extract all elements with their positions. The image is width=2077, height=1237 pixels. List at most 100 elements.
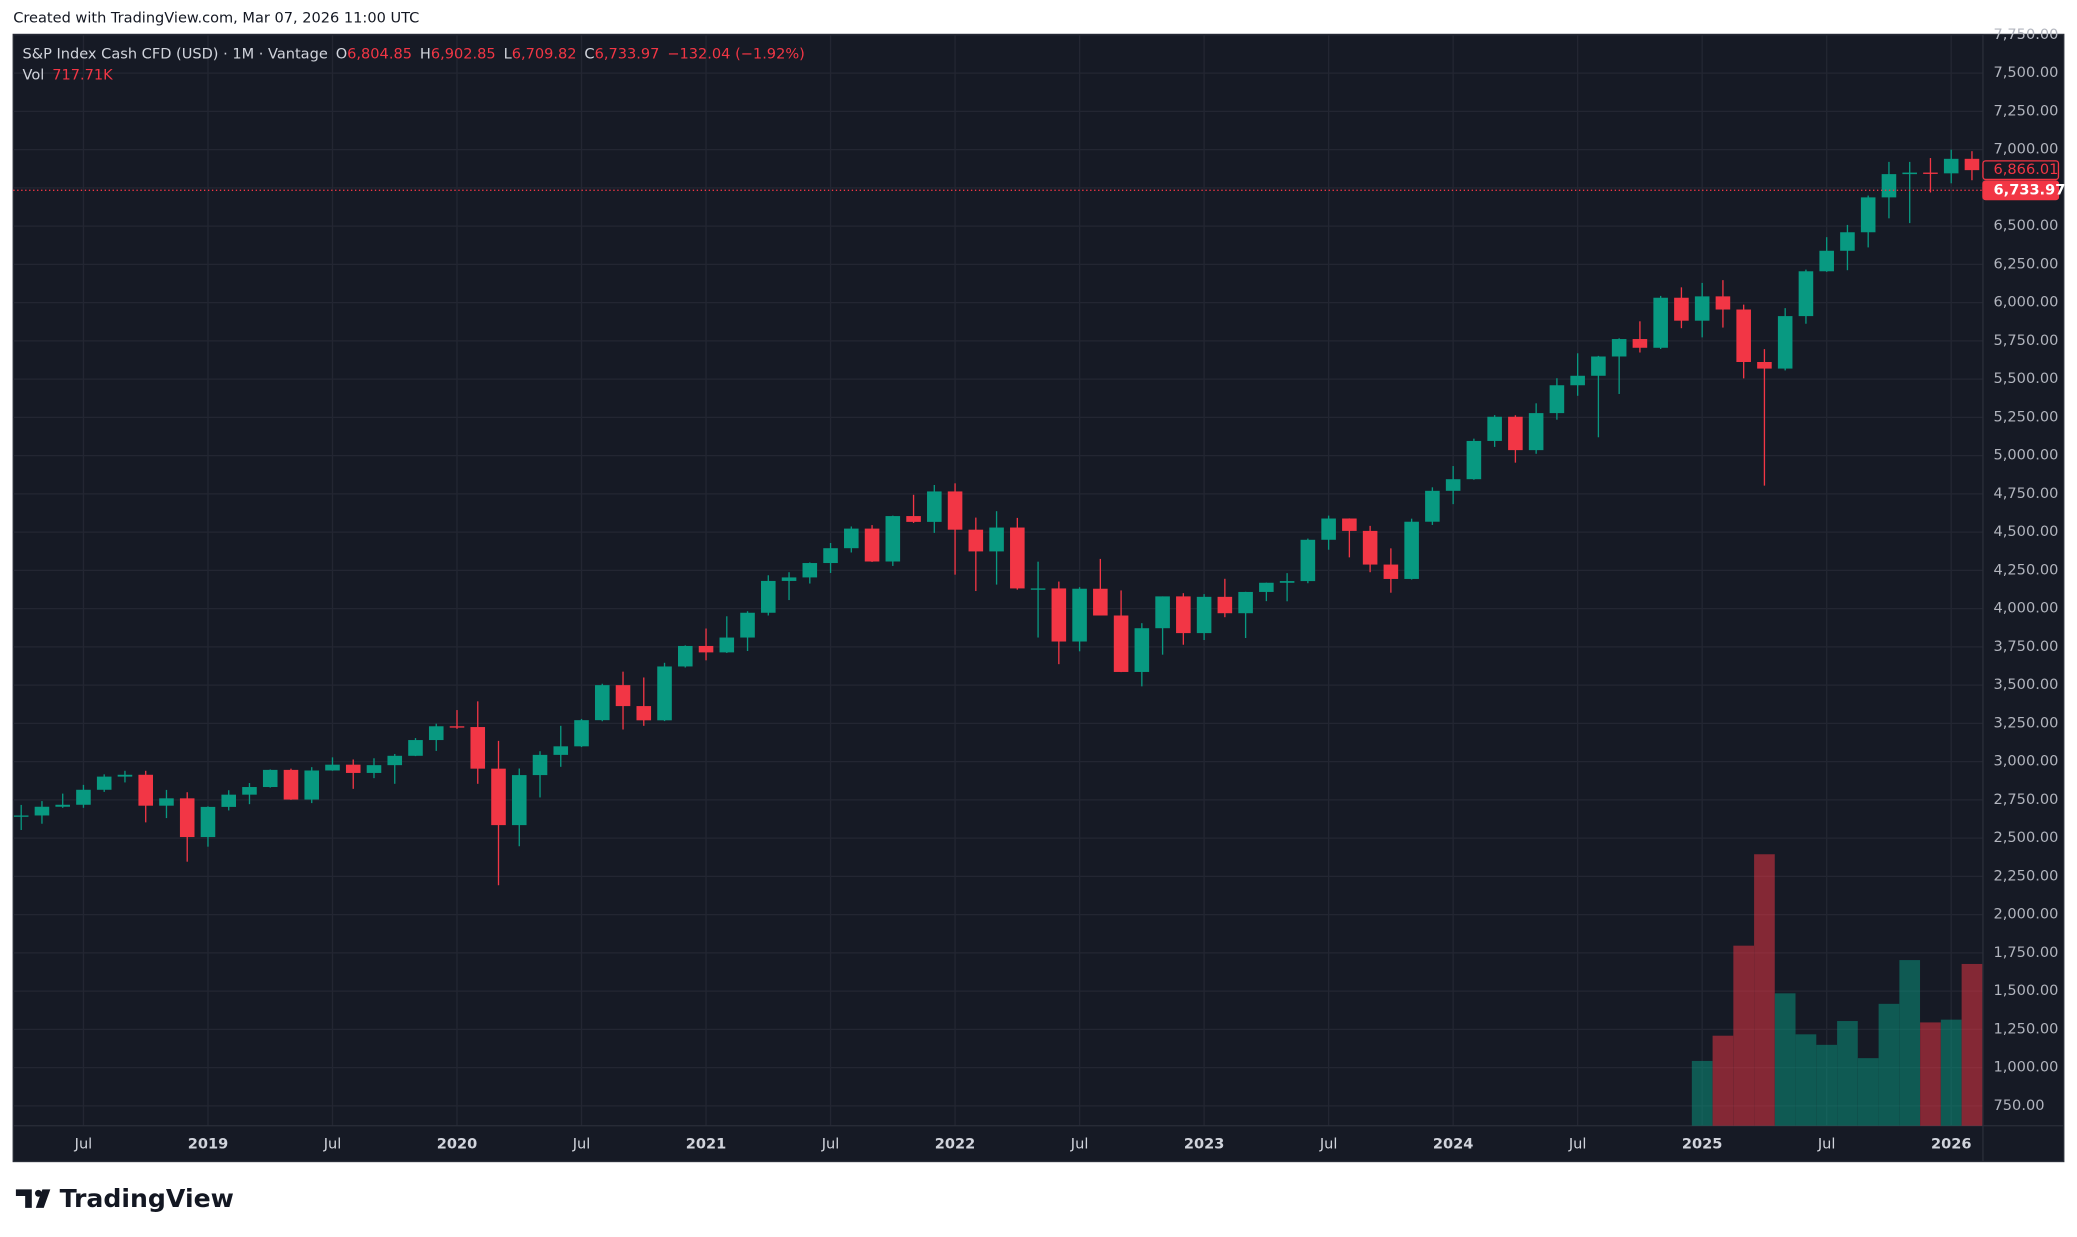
candle-body <box>1860 197 1876 233</box>
candle-body <box>1840 232 1855 251</box>
candle-body <box>740 612 755 638</box>
y-tick-label: 1,000.00 <box>1994 1059 2059 1076</box>
x-tick-label: Jul <box>1070 1135 1089 1152</box>
candle-body <box>968 529 984 552</box>
candle-body <box>906 516 921 522</box>
candle-body <box>221 794 237 807</box>
candle-body <box>615 685 631 707</box>
x-tick-label: Jul <box>1817 1135 1836 1152</box>
candle-body <box>1757 361 1772 369</box>
candle-body <box>1466 440 1482 480</box>
y-tick-label: 3,250.00 <box>1994 714 2059 731</box>
volume-bar <box>1857 1058 1879 1126</box>
y-tick-label: 1,250.00 <box>1994 1020 2059 1037</box>
ohlc-value: 6,902.85 <box>431 45 496 62</box>
volume-bar <box>1899 960 1921 1126</box>
candle-body <box>1030 588 1046 590</box>
volume-key: Vol <box>23 66 45 83</box>
x-tick-label: 2025 <box>1682 1135 1723 1152</box>
candle-body <box>1487 416 1502 441</box>
candle-body <box>1072 588 1087 642</box>
price-tag-label: 6,866.01 <box>1994 161 2059 178</box>
y-tick-label: 4,750.00 <box>1994 485 2059 502</box>
candle-body <box>13 815 29 817</box>
x-tick-label: 2023 <box>1184 1135 1225 1152</box>
candle-body <box>200 806 216 838</box>
candle-body <box>366 765 382 773</box>
candle-body <box>491 768 506 826</box>
volume-bar <box>1712 1035 1734 1126</box>
candle-body <box>449 726 465 728</box>
x-tick-label: Jul <box>572 1135 591 1152</box>
y-tick-label: 3,750.00 <box>1994 638 2059 655</box>
candle-body <box>927 491 942 522</box>
candle-body <box>470 727 486 769</box>
candle-body <box>179 798 195 838</box>
ohlc-key: C <box>584 45 594 62</box>
price-tag <box>1982 160 2060 181</box>
volume-bar <box>1940 1019 1962 1126</box>
candle-body <box>428 726 444 741</box>
candle-body <box>1549 385 1565 414</box>
y-tick-label: 750.00 <box>1994 1097 2045 1114</box>
candle-body <box>1819 250 1834 272</box>
candle-body <box>677 645 693 667</box>
candle-body <box>1362 530 1378 565</box>
candle-body <box>947 491 963 530</box>
y-tick-label: 7,750.00 <box>1994 26 2059 43</box>
volume-bar <box>1920 1022 1941 1126</box>
candle-body <box>1279 581 1295 583</box>
y-tick-label: 1,750.00 <box>1994 944 2059 961</box>
candle-body <box>1653 297 1668 348</box>
candle-body <box>1383 564 1399 579</box>
candle-body <box>1051 588 1067 642</box>
candle-body <box>989 527 1004 552</box>
candle-body <box>532 754 548 776</box>
candle-body <box>96 776 112 790</box>
candle-body <box>781 577 797 581</box>
candle-body <box>262 769 278 788</box>
candle-body <box>1134 628 1150 672</box>
y-tick-label: 7,500.00 <box>1994 64 2059 81</box>
candle-body <box>159 798 174 806</box>
y-tick-label: 2,500.00 <box>1994 829 2059 846</box>
volume-bar <box>1837 1021 1858 1126</box>
brand: TradingView <box>60 1184 234 1213</box>
y-tick-label: 2,000.00 <box>1994 906 2059 923</box>
candle-body <box>553 746 569 755</box>
volume-bar <box>1795 1034 1817 1126</box>
candle-body <box>574 720 589 747</box>
y-tick-label: 4,250.00 <box>1994 561 2059 578</box>
candle-body <box>1113 615 1129 672</box>
x-tick-label: Jul <box>1319 1135 1338 1152</box>
candle-body <box>1923 172 1938 174</box>
candle-body <box>1964 158 1980 171</box>
change: −132.04 (−1.92%) <box>667 45 804 62</box>
volume-bar <box>1774 993 1796 1126</box>
x-tick-label: 2019 <box>188 1135 229 1152</box>
candle-body <box>1943 158 1959 174</box>
y-tick-label: 5,250.00 <box>1994 408 2059 425</box>
candle-body <box>1902 172 1917 175</box>
ohlc-value: 6,733.97 <box>595 45 660 62</box>
candle-body <box>761 580 776 613</box>
x-tick-label: 2026 <box>1931 1135 1972 1152</box>
volume-bar <box>1754 854 1775 1126</box>
candle-body <box>1570 375 1585 386</box>
candle-body <box>1176 596 1191 634</box>
candle-body <box>1093 588 1108 616</box>
y-tick-label: 7,000.00 <box>1994 141 2059 158</box>
volume-bar <box>1733 945 1755 1126</box>
candle-body <box>1259 582 1274 592</box>
candle-body <box>1155 596 1170 629</box>
candle-body <box>1010 527 1025 589</box>
candle-body <box>55 804 70 807</box>
y-tick-label: 2,750.00 <box>1994 791 2059 808</box>
y-tick-label: 2,250.00 <box>1994 867 2059 884</box>
ohlc-value: 6,804.85 <box>347 45 412 62</box>
candle-body <box>719 637 735 653</box>
candle-body <box>1528 413 1544 451</box>
candle-body <box>1777 316 1793 369</box>
volume-legend: Vol 717.71K <box>23 66 114 83</box>
